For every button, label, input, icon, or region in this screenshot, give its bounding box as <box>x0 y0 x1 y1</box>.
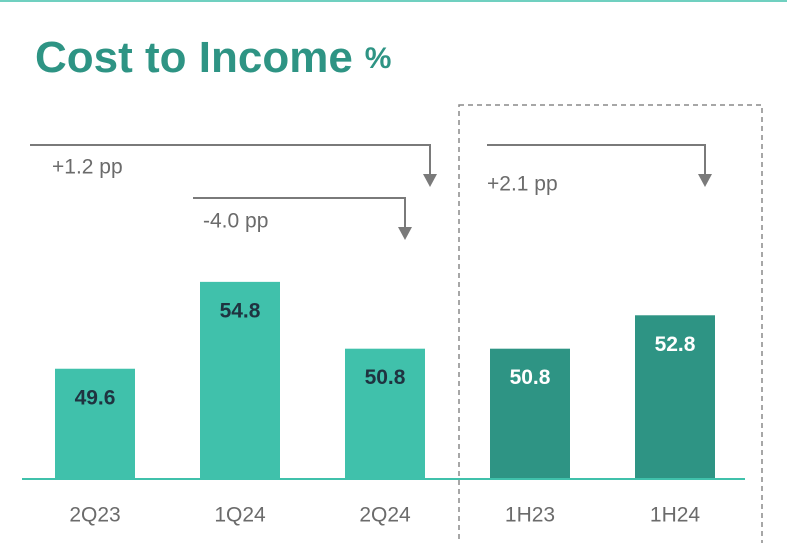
bar <box>490 348 570 479</box>
arrow <box>30 144 431 176</box>
x-tick-label: 2Q23 <box>69 504 120 527</box>
arrow-head <box>423 174 437 187</box>
value-label: 50.8 <box>365 366 406 389</box>
highlight-box <box>458 104 763 543</box>
chart-title: Cost to Income% <box>35 33 391 82</box>
x-tick-label: 1H23 <box>505 504 555 527</box>
bar <box>345 348 425 479</box>
value-label: 52.8 <box>655 333 696 356</box>
arrow <box>193 197 406 229</box>
bar <box>635 315 715 479</box>
title-text: Cost to Income <box>35 33 353 82</box>
annotation: -4.0 pp <box>203 210 268 233</box>
x-tick-label: 1Q24 <box>214 504 266 527</box>
x-tick-label: 2Q24 <box>359 504 411 527</box>
annotation: +1.2 pp <box>52 156 123 179</box>
value-label: 50.8 <box>510 366 551 389</box>
x-tick-label: 1H24 <box>650 504 701 527</box>
value-label: 54.8 <box>220 299 261 322</box>
arrow <box>487 144 706 176</box>
value-label: 49.6 <box>75 386 116 409</box>
arrow-head <box>698 174 712 187</box>
title-unit: % <box>365 42 392 75</box>
annotation: +2.1 pp <box>487 173 558 196</box>
arrow-head <box>398 227 412 240</box>
bar <box>200 281 280 479</box>
bar <box>55 368 135 479</box>
